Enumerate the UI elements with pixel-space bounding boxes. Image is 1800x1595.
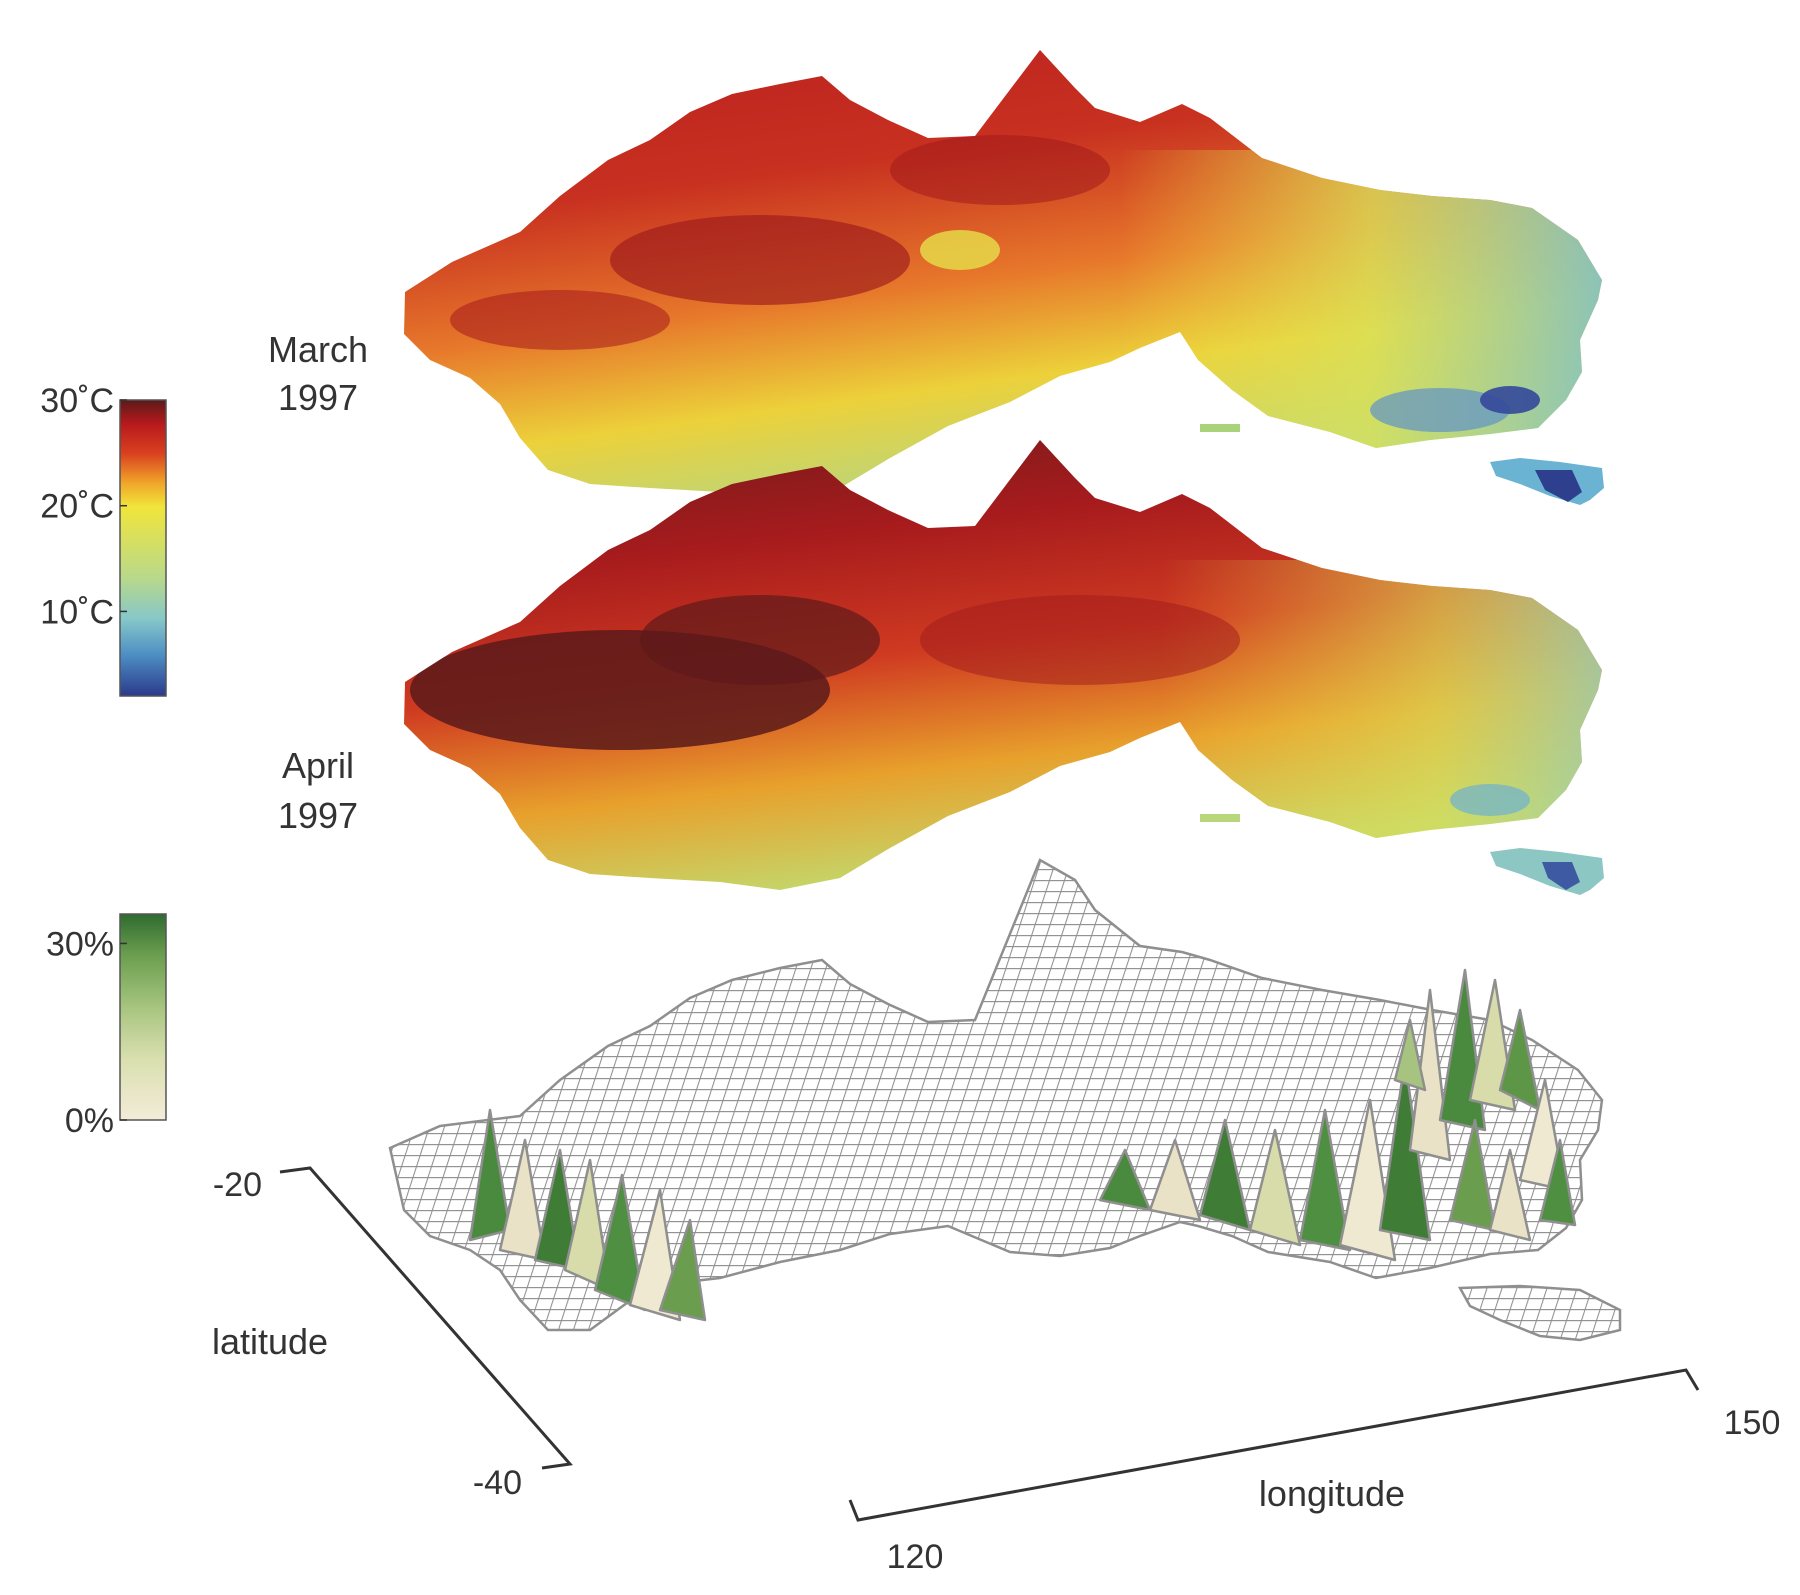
march-label-line1: March — [268, 329, 368, 370]
march-temperature-map — [404, 50, 1604, 505]
latitude-axis-line — [279, 1166, 573, 1470]
longitude-axis-label: longitude — [1259, 1473, 1405, 1514]
surface-mesh-map — [388, 858, 1622, 1342]
temperature-colorbar: 30˚C 20˚C 10˚C — [40, 382, 167, 697]
latitude-tick-label: -40 — [473, 1464, 522, 1502]
longitude-axis-line — [848, 1368, 1700, 1522]
colorbar-tick-label: 30˚C — [40, 382, 114, 420]
percent-colorbar-swatch — [119, 913, 167, 1121]
longitude-axis: 120 150 longitude — [848, 1368, 1781, 1576]
longitude-tick-label: 120 — [887, 1538, 944, 1576]
latitude-tick-label: -20 — [213, 1166, 262, 1204]
longitude-tick-label: 150 — [1724, 1404, 1781, 1442]
march-label-line2: 1997 — [278, 377, 358, 418]
latitude-axis-label: latitude — [212, 1321, 328, 1362]
colorbar-tick-label: 20˚C — [40, 488, 114, 526]
colorbar-tick-label: 0% — [65, 1102, 114, 1140]
latitude-axis: -20 -40 latitude — [212, 1166, 573, 1502]
colorbar-tick-label: 10˚C — [40, 593, 114, 631]
temperature-colorbar-swatch — [119, 399, 167, 697]
colorbar-tick-label: 30% — [46, 925, 114, 963]
april-label-line1: April — [282, 745, 354, 786]
april-temperature-map — [404, 440, 1604, 895]
percent-colorbar: 30% 0% — [46, 913, 167, 1140]
april-label-line2: 1997 — [278, 795, 358, 836]
